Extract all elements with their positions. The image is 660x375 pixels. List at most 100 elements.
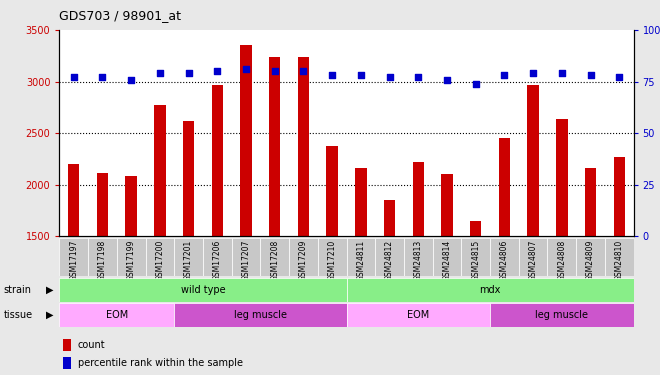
Bar: [470, 221, 481, 236]
Bar: [269, 57, 280, 236]
Text: percentile rank within the sample: percentile rank within the sample: [78, 358, 243, 368]
Bar: [614, 158, 625, 236]
Bar: [59, 303, 174, 327]
Text: mdx: mdx: [479, 285, 501, 295]
Bar: [585, 168, 596, 236]
Text: wild type: wild type: [181, 285, 225, 295]
Bar: [375, 238, 404, 276]
Bar: [289, 238, 318, 276]
Bar: [499, 138, 510, 236]
Text: GSM24809: GSM24809: [586, 240, 595, 281]
Bar: [461, 238, 490, 276]
Text: GSM17201: GSM17201: [184, 240, 193, 281]
Text: strain: strain: [3, 285, 31, 295]
Bar: [355, 168, 366, 236]
Bar: [154, 105, 166, 236]
Point: [471, 81, 481, 87]
Text: GSM24813: GSM24813: [414, 240, 423, 281]
Bar: [88, 238, 117, 276]
Bar: [490, 303, 634, 327]
Bar: [490, 238, 519, 276]
Text: leg muscle: leg muscle: [535, 310, 588, 320]
Bar: [68, 164, 79, 236]
Bar: [63, 339, 71, 351]
Bar: [605, 238, 634, 276]
Point: [442, 76, 452, 82]
Bar: [183, 121, 194, 236]
Point: [614, 74, 624, 81]
Text: GSM17198: GSM17198: [98, 240, 107, 281]
Bar: [145, 238, 174, 276]
Point: [126, 76, 137, 82]
Text: GSM24815: GSM24815: [471, 240, 480, 281]
Bar: [346, 238, 375, 276]
Text: GSM24806: GSM24806: [500, 240, 509, 281]
Bar: [232, 238, 260, 276]
Text: leg muscle: leg muscle: [234, 310, 287, 320]
Point: [269, 68, 280, 74]
Bar: [117, 238, 145, 276]
Point: [499, 72, 510, 78]
Point: [154, 70, 165, 76]
Text: GDS703 / 98901_at: GDS703 / 98901_at: [59, 9, 182, 22]
Bar: [404, 238, 433, 276]
Text: GSM17207: GSM17207: [242, 240, 251, 281]
Bar: [240, 45, 251, 236]
Text: GSM17197: GSM17197: [69, 240, 79, 281]
Bar: [548, 238, 576, 276]
Bar: [384, 200, 395, 236]
Point: [97, 74, 108, 81]
Text: GSM24812: GSM24812: [385, 240, 394, 281]
Bar: [203, 238, 232, 276]
Text: GSM17210: GSM17210: [327, 240, 337, 281]
Text: GSM17206: GSM17206: [213, 240, 222, 281]
Text: ▶: ▶: [46, 285, 53, 295]
Bar: [125, 177, 137, 236]
Bar: [576, 238, 605, 276]
Bar: [318, 238, 346, 276]
Point: [413, 74, 424, 81]
Text: GSM24808: GSM24808: [557, 240, 566, 281]
Text: GSM17200: GSM17200: [155, 240, 164, 281]
Text: GSM24807: GSM24807: [529, 240, 538, 281]
Point: [212, 68, 222, 74]
Point: [585, 72, 596, 78]
Text: tissue: tissue: [3, 310, 32, 320]
Text: GSM17199: GSM17199: [127, 240, 136, 281]
Point: [528, 70, 539, 76]
Bar: [527, 85, 539, 236]
Bar: [59, 278, 346, 302]
Text: GSM24811: GSM24811: [356, 240, 366, 281]
Bar: [174, 303, 346, 327]
Text: GSM24810: GSM24810: [614, 240, 624, 281]
Bar: [59, 238, 88, 276]
Bar: [327, 146, 338, 236]
Bar: [556, 118, 568, 236]
Point: [298, 68, 309, 74]
Text: count: count: [78, 340, 105, 350]
Point: [356, 72, 366, 78]
Bar: [433, 238, 461, 276]
Text: GSM24814: GSM24814: [442, 240, 451, 281]
Bar: [174, 238, 203, 276]
Text: EOM: EOM: [407, 310, 430, 320]
Text: EOM: EOM: [106, 310, 128, 320]
Bar: [412, 162, 424, 236]
Bar: [346, 278, 634, 302]
Bar: [63, 357, 71, 369]
Point: [556, 70, 567, 76]
Bar: [298, 57, 309, 236]
Text: ▶: ▶: [46, 310, 53, 320]
Point: [183, 70, 194, 76]
Bar: [260, 238, 289, 276]
Text: GSM17208: GSM17208: [270, 240, 279, 281]
Text: GSM17209: GSM17209: [299, 240, 308, 281]
Point: [327, 72, 337, 78]
Point: [384, 74, 395, 81]
Bar: [442, 174, 453, 236]
Point: [69, 74, 79, 81]
Bar: [97, 173, 108, 236]
Bar: [346, 303, 490, 327]
Bar: [212, 85, 223, 236]
Point: [241, 66, 251, 72]
